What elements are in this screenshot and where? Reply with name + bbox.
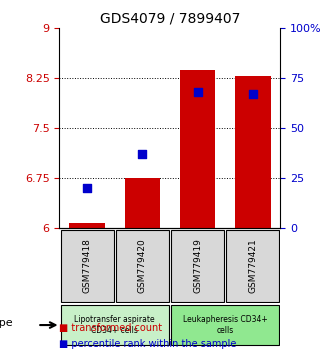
FancyBboxPatch shape [60, 306, 169, 345]
Text: ■ transformed count: ■ transformed count [59, 323, 162, 333]
Point [195, 90, 200, 95]
Text: Lipotransfer aspirate
CD34+ cells: Lipotransfer aspirate CD34+ cells [74, 315, 155, 335]
Title: GDS4079 / 7899407: GDS4079 / 7899407 [100, 12, 240, 26]
Point [250, 91, 255, 97]
Point [140, 152, 145, 157]
Bar [235, 76, 271, 228]
FancyBboxPatch shape [171, 306, 280, 345]
Text: GSM779421: GSM779421 [248, 238, 257, 293]
FancyBboxPatch shape [226, 230, 280, 302]
Text: GSM779419: GSM779419 [193, 238, 202, 293]
Bar [69, 223, 105, 228]
Point [84, 185, 90, 191]
Bar [125, 178, 160, 228]
FancyBboxPatch shape [116, 230, 169, 302]
FancyBboxPatch shape [60, 230, 114, 302]
Text: ■ percentile rank within the sample: ■ percentile rank within the sample [59, 339, 237, 349]
Text: cell type: cell type [0, 318, 13, 328]
Bar [180, 70, 215, 228]
Text: Leukapheresis CD34+
cells: Leukapheresis CD34+ cells [183, 315, 268, 335]
Text: GSM779418: GSM779418 [82, 238, 91, 293]
Text: GSM779420: GSM779420 [138, 238, 147, 293]
FancyBboxPatch shape [171, 230, 224, 302]
